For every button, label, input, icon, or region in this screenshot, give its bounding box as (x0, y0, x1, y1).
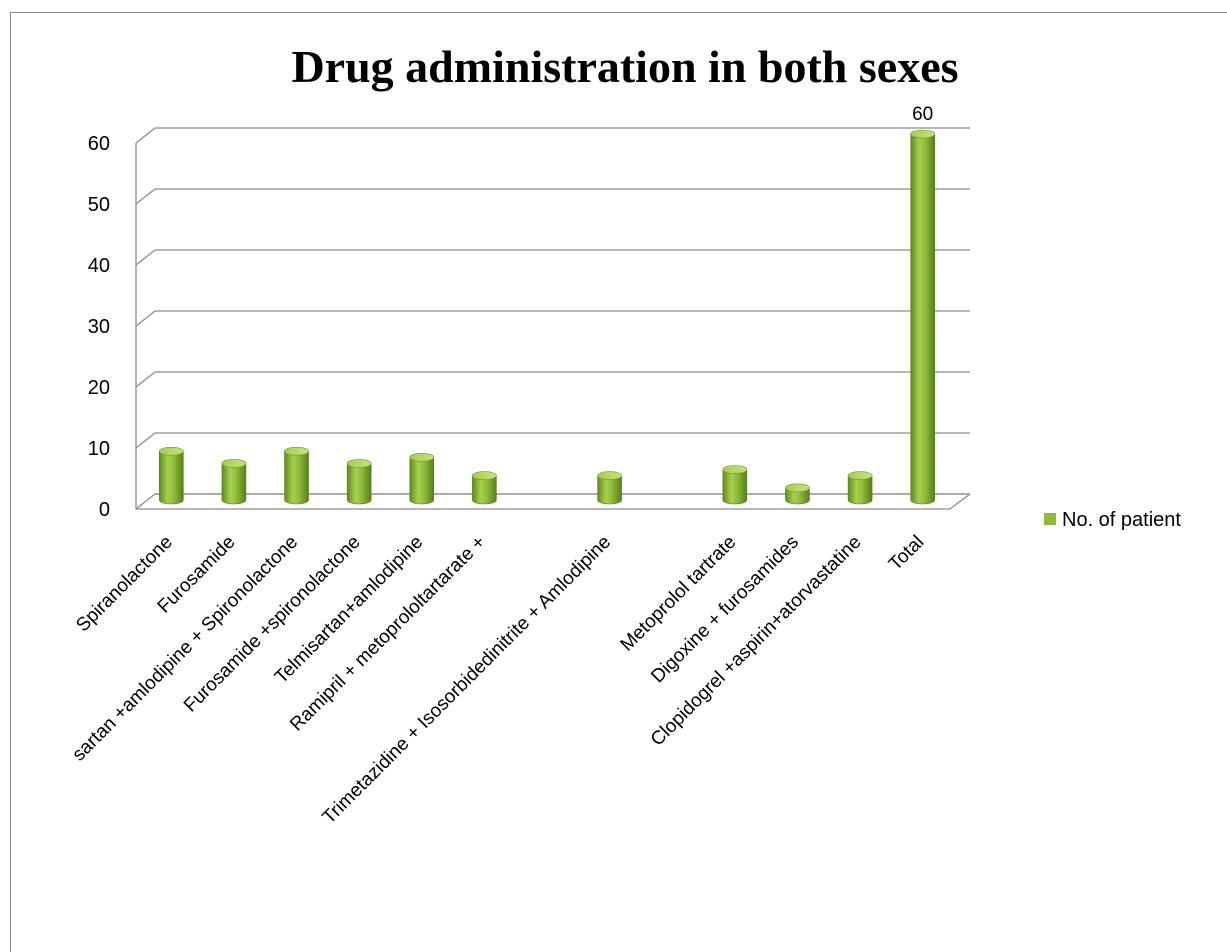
bar-body (159, 450, 184, 505)
bar (472, 471, 497, 505)
category-label: Total (885, 532, 928, 575)
bar (221, 459, 247, 505)
bar (346, 459, 372, 505)
bar-body (221, 463, 247, 505)
bar-body (847, 475, 873, 505)
category-label: Trimetazidine + Isosorbidedinitrite + Am… (319, 532, 616, 829)
bar (722, 465, 748, 505)
y-tick-label: 20 (88, 377, 110, 399)
y-tick-label: 60 (88, 133, 110, 155)
x-axis-floor (136, 493, 971, 510)
gridline-side (135, 371, 156, 388)
bar-body (785, 487, 810, 505)
gridline-side (135, 493, 156, 510)
bar-cap (597, 471, 622, 480)
chart-title: Drug administration in both sexes (291, 41, 959, 92)
data-label: 60 (912, 104, 933, 125)
gridline-side (135, 249, 156, 266)
bar-cap (221, 459, 247, 468)
bar (284, 446, 309, 505)
bar (159, 446, 184, 505)
bar-cap (159, 446, 184, 456)
category-label: sartan +amlodipine + Spironolactone (68, 532, 302, 766)
bar-cap (472, 471, 497, 480)
gridline-side (135, 432, 156, 449)
bar-cap (910, 129, 935, 139)
y-tick-label: 40 (88, 255, 110, 277)
legend-label: No. of patient (1062, 509, 1181, 531)
bar-cap (785, 483, 810, 493)
legend-swatch (1044, 513, 1056, 525)
category-label: Spiranolactone (72, 532, 176, 636)
bar-body (910, 133, 935, 505)
chart-frame (10, 12, 1227, 952)
bar-cap (284, 446, 309, 456)
gridline-side (135, 127, 156, 144)
bar (597, 471, 622, 505)
bar-body (346, 463, 372, 505)
bar-body (597, 475, 622, 505)
bar-body (722, 469, 748, 505)
bar-body (472, 475, 497, 505)
bar-cap (346, 459, 372, 468)
bar-cap (722, 465, 748, 474)
bar-body (409, 457, 435, 505)
bar (847, 471, 873, 505)
bar (910, 129, 935, 505)
bar-cap (847, 471, 873, 480)
gridline-side (135, 310, 156, 327)
bar-body (284, 450, 309, 505)
bar (785, 483, 810, 505)
gridline-side (135, 188, 156, 205)
bar (409, 452, 435, 505)
y-tick-label: 30 (88, 316, 110, 338)
bar-cap (409, 452, 435, 462)
category-label: Metoprolol tartrate (617, 532, 741, 656)
y-tick-label: 0 (99, 499, 110, 521)
y-tick-label: 50 (88, 194, 110, 216)
y-tick-label: 10 (88, 438, 110, 460)
